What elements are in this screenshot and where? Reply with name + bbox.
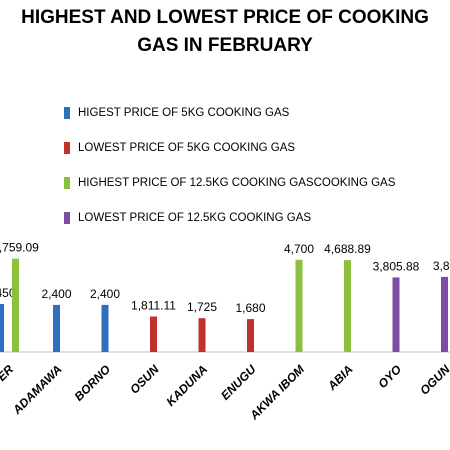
data-label: 3,805.88 xyxy=(373,259,420,273)
legend-swatch xyxy=(64,211,70,224)
bar xyxy=(53,304,60,352)
data-label: 1,811.11 xyxy=(131,299,176,313)
legend-label: LOWEST PRICE OF 5KG COOKING GAS xyxy=(78,141,296,154)
legend-item: LOWEST PRICE OF 12.5KG COOKING GAS xyxy=(64,206,395,229)
category-label: OGUN xyxy=(417,362,450,398)
legend-swatch xyxy=(64,106,70,119)
data-label: 4,700 xyxy=(284,242,314,256)
chart-title-line-1: HIGHEST AND LOWEST PRICE OF COOKING xyxy=(21,7,429,28)
category-label: OYO xyxy=(375,362,404,391)
category-label: ADAMAWA xyxy=(9,362,64,417)
data-label: 2,400 xyxy=(41,287,71,301)
legend: HIGEST PRICE OF 5KG COOKING GAS LOWEST P… xyxy=(64,101,395,241)
bar xyxy=(392,277,400,352)
data-label: 2,400 xyxy=(90,287,120,301)
category-label: BORNO xyxy=(72,362,114,404)
bar xyxy=(0,304,4,352)
data-label: 1,680 xyxy=(235,301,265,315)
bar xyxy=(344,260,351,352)
data-label: 4,759.09 xyxy=(0,241,39,255)
bar xyxy=(441,276,448,352)
bar xyxy=(198,318,206,352)
category-label: ABIA xyxy=(324,362,355,393)
legend-swatch xyxy=(64,141,70,154)
category-label: ENUGU xyxy=(218,362,259,403)
legend-item: HIGEST PRICE OF 5KG COOKING GAS xyxy=(64,101,395,124)
chart-title-line-2: GAS IN FEBRUARY xyxy=(137,35,313,56)
data-label: 4,688.89 xyxy=(324,242,371,256)
bar xyxy=(101,304,109,352)
legend-label: HIGEST PRICE OF 5KG COOKING GAS xyxy=(78,106,290,119)
category-label: RIVER xyxy=(0,362,16,398)
bar xyxy=(247,319,254,352)
category-label: OSUN xyxy=(127,362,162,397)
legend-swatch xyxy=(64,176,70,189)
data-label: 2,450 xyxy=(0,286,16,300)
legend-item: LOWEST PRICE OF 5KG COOKING GAS xyxy=(64,136,395,159)
data-label: 1,725 xyxy=(187,300,217,314)
data-label: 3,83 xyxy=(433,259,450,273)
bar xyxy=(150,316,157,352)
legend-label: LOWEST PRICE OF 12.5KG COOKING GAS xyxy=(78,211,312,224)
legend-label: HIGHEST PRICE OF 12.5KG COOKING GASCOOKI… xyxy=(78,176,396,189)
bar xyxy=(12,258,19,352)
bar xyxy=(295,259,303,352)
category-label: KADUNA xyxy=(163,362,210,409)
chart-title: HIGHEST AND LOWEST PRICE OF COOKING GAS … xyxy=(0,4,450,60)
legend-item: HIGHEST PRICE OF 12.5KG COOKING GASCOOKI… xyxy=(64,171,395,194)
